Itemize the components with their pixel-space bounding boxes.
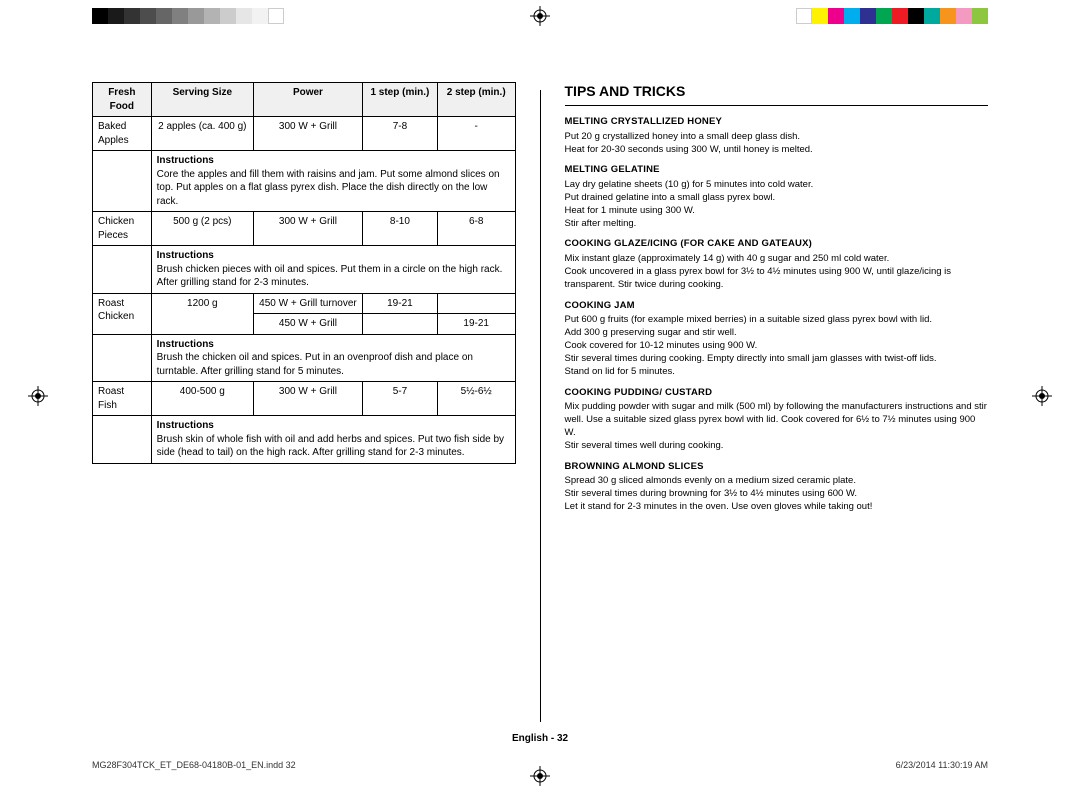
- registration-mark-icon: [1032, 386, 1052, 406]
- table-header: 1 step (min.): [362, 83, 437, 117]
- table-header: Fresh Food: [93, 83, 152, 117]
- table-row: Baked Apples2 apples (ca. 400 g)300 W + …: [93, 117, 516, 151]
- column-divider: [540, 90, 541, 722]
- tip-body: Mix pudding powder with sugar and milk (…: [565, 401, 989, 452]
- tip-body: Put 20 g crystallized honey into a small…: [565, 131, 989, 157]
- grayscale-colorbar: [92, 8, 284, 24]
- table-row: Roast Fish400-500 g300 W + Grill5-75½-6½: [93, 382, 516, 416]
- registration-mark-icon: [530, 766, 550, 786]
- page-footer: English - 32: [0, 733, 1080, 744]
- left-column: Fresh FoodServing SizePower1 step (min.)…: [92, 82, 516, 722]
- tip-body: Lay dry gelatine sheets (10 g) for 5 min…: [565, 179, 989, 230]
- heading-rule: [565, 105, 989, 106]
- table-row: Roast Chicken1200 g450 W + Grill turnove…: [93, 293, 516, 314]
- table-instructions-row: InstructionsBrush chicken pieces with oi…: [93, 246, 516, 294]
- tip-body: Spread 30 g sliced almonds evenly on a m…: [565, 475, 989, 513]
- tip-title: BROWNING ALMOND SLICES: [565, 461, 989, 474]
- tip-title: MELTING GELATINE: [565, 164, 989, 177]
- tips-heading: TIPS AND TRICKS: [565, 82, 989, 101]
- file-meta: MG28F304TCK_ET_DE68-04180B-01_EN.indd 32: [92, 760, 296, 770]
- registration-mark-icon: [28, 386, 48, 406]
- registration-mark-icon: [530, 6, 550, 26]
- table-instructions-row: InstructionsBrush skin of whole fish wit…: [93, 416, 516, 464]
- table-row: Chicken Pieces500 g (2 pcs)300 W + Grill…: [93, 212, 516, 246]
- tip-title: COOKING PUDDING/ CUSTARD: [565, 387, 989, 400]
- page-content: Fresh FoodServing SizePower1 step (min.)…: [92, 82, 988, 722]
- tip-body: Mix instant glaze (approximately 14 g) w…: [565, 253, 989, 291]
- table-instructions-row: InstructionsBrush the chicken oil and sp…: [93, 334, 516, 382]
- tip-body: Put 600 g fruits (for example mixed berr…: [565, 314, 989, 378]
- color-colorbar: [796, 8, 988, 24]
- table-header: Power: [253, 83, 362, 117]
- table-instructions-row: InstructionsCore the apples and fill the…: [93, 151, 516, 212]
- table-header: Serving Size: [151, 83, 253, 117]
- right-column: TIPS AND TRICKS MELTING CRYSTALLIZED HON…: [565, 82, 989, 722]
- tip-title: MELTING CRYSTALLIZED HONEY: [565, 116, 989, 129]
- table-header: 2 step (min.): [437, 83, 515, 117]
- cooking-table: Fresh FoodServing SizePower1 step (min.)…: [92, 82, 516, 464]
- tip-title: COOKING GLAZE/ICING (FOR CAKE AND GATEAU…: [565, 238, 989, 251]
- date-meta: 6/23/2014 11:30:19 AM: [896, 760, 988, 770]
- tip-title: COOKING JAM: [565, 300, 989, 313]
